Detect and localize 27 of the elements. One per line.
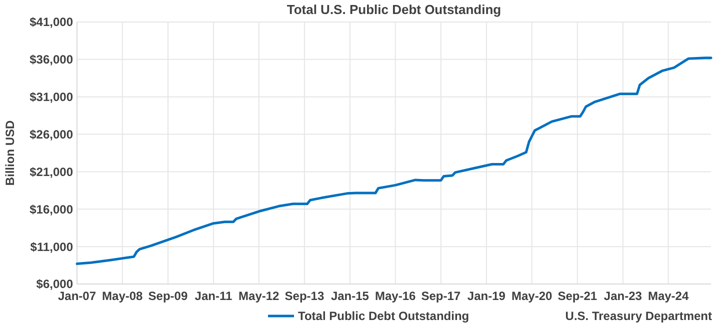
x-tick-label: Sep-13	[284, 289, 324, 303]
y-tick-label: $6,000	[36, 277, 74, 292]
text: U.S. Treasury Department	[565, 309, 712, 323]
x-tick-label: May-20	[511, 289, 552, 303]
x-tick-label: Jan-15	[330, 289, 370, 303]
x-tick-label: May-16	[375, 289, 416, 303]
y-tick-label: $36,000	[30, 52, 74, 67]
x-tick-label: Sep-21	[558, 289, 598, 303]
chart-title: Total U.S. Public Debt Outstanding	[286, 2, 502, 17]
x-tick-label: Sep-09	[148, 289, 188, 303]
y-tick-label: $41,000	[30, 15, 74, 30]
x-tick-label: Jan-23	[604, 289, 642, 303]
y-axis-title: Billion USD	[3, 120, 17, 186]
y-tick-label: $26,000	[30, 127, 74, 142]
x-tick-label: May-08	[102, 289, 144, 303]
y-tick-label: $21,000	[30, 164, 74, 179]
y-tick-label: $16,000	[30, 202, 74, 216]
x-tick-label: May-12	[238, 289, 280, 303]
x-tick-label: Jan-11	[194, 289, 232, 303]
x-tick-label: Jan-19	[467, 289, 506, 303]
y-tick-label: $11,000	[30, 240, 74, 254]
legend-label: Total Public Debt Outstanding	[298, 309, 470, 323]
x-tick-label: Jan-07	[58, 289, 96, 303]
y-tick-label: $31,000	[30, 90, 74, 104]
x-tick-label: May-24	[648, 289, 689, 303]
line-series	[76, 56, 712, 266]
x-tick-label: Sep-17	[421, 289, 461, 303]
